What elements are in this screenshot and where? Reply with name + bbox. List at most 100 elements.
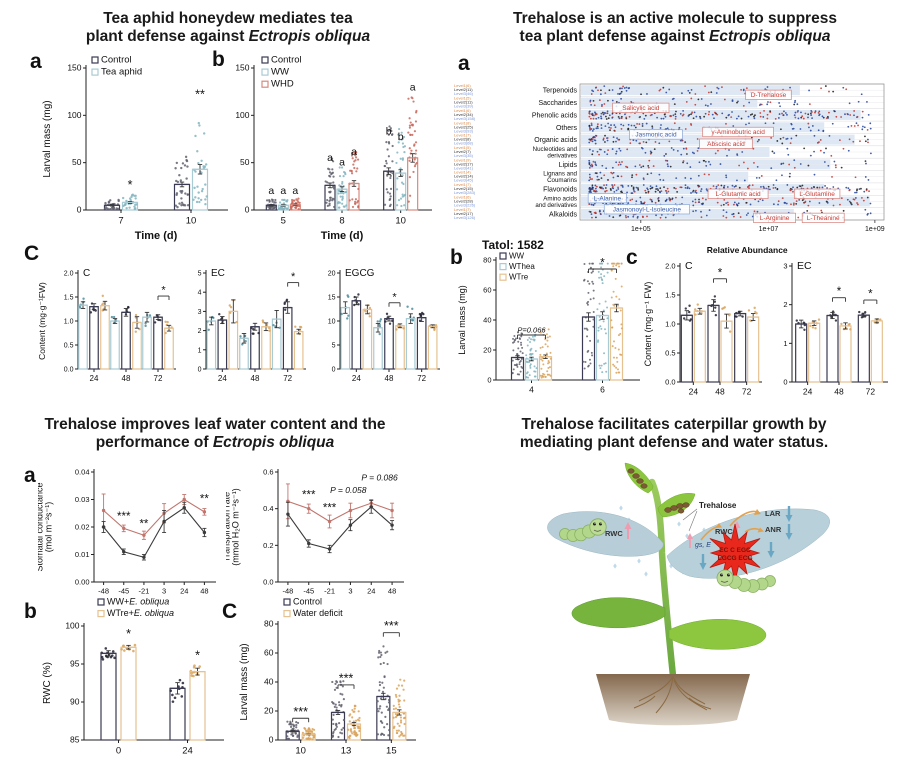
roots: [633, 675, 712, 714]
svg-text:Organic acids: Organic acids: [534, 137, 577, 144]
chart-metabolite-scatter: Terpenoids Level1(6) Level2(11) Level3(46) S…: [452, 64, 896, 261]
tr_c2-svg: 0 1 2 3 EC 24 48 72 * *: [783, 260, 888, 397]
svg-text:a: a: [410, 82, 416, 94]
svg-text:24: 24: [803, 387, 813, 397]
svg-text:***: ***: [384, 619, 399, 633]
chart-catechin-c: 0.0 0.5 1.0 1.5 2.0 Content (mg·g⁻¹FW) C 24 48 72…: [36, 260, 178, 389]
svg-text:*: *: [837, 286, 842, 298]
svg-text:Level3(35): Level3(35): [454, 153, 474, 158]
svg-text:(mol m⁻²s⁻¹): (mol m⁻²s⁻¹): [44, 502, 54, 553]
svg-text:Tea aphid: Tea aphid: [101, 67, 142, 78]
svg-text:P = 0.058: P = 0.058: [330, 485, 367, 495]
svg-text:***: ***: [293, 705, 308, 719]
tl_c2-svg: 0 1 2 3 4 5 EC 24 48 72 *: [198, 268, 306, 383]
svg-text:2: 2: [783, 300, 787, 309]
svg-text:4: 4: [529, 385, 534, 395]
svg-text:0.2: 0.2: [263, 541, 273, 550]
svg-text:1.5: 1.5: [665, 291, 675, 300]
svg-text:Level1(4): Level1(4): [454, 170, 471, 175]
svg-text:b: b: [398, 131, 404, 143]
svg-text:*: *: [600, 258, 605, 270]
svg-text:WTre+E. obliqua: WTre+E. obliqua: [107, 608, 174, 618]
svg-text:Saccharides: Saccharides: [538, 100, 577, 107]
panel-label-tr-c: c: [626, 246, 638, 269]
svg-text:6: 6: [600, 385, 605, 395]
svg-text:WThea: WThea: [509, 262, 535, 271]
svg-text:Level2(17): Level2(17): [454, 211, 474, 216]
trehalose-leader-1: [682, 508, 698, 521]
svg-text:0.02: 0.02: [75, 523, 90, 532]
svg-text:15: 15: [386, 746, 397, 757]
svg-text:WTre: WTre: [509, 273, 529, 282]
svg-text:13: 13: [341, 746, 352, 757]
svg-text:20: 20: [328, 271, 336, 278]
svg-text:Phenolic acids: Phenolic acids: [532, 112, 578, 119]
svg-text:60: 60: [483, 286, 491, 295]
svg-text:1.0: 1.0: [665, 320, 675, 329]
svg-text:4: 4: [198, 290, 202, 297]
svg-text:50: 50: [72, 157, 82, 167]
svg-text:Nucleotides and: Nucleotides and: [533, 146, 578, 153]
svg-text:48: 48: [834, 387, 844, 397]
svg-text:72: 72: [154, 374, 163, 383]
svg-text:2: 2: [198, 328, 202, 335]
svg-text:Level3(39): Level3(39): [454, 104, 474, 109]
svg-text:*: *: [868, 289, 873, 301]
svg-text:48: 48: [122, 374, 131, 383]
svg-text:95: 95: [70, 659, 80, 669]
bl_a2-svg: 0.0 0.2 0.4 0.6 Transpiration rate (mmol H₂O …: [222, 468, 404, 596]
top-leaf-left: [624, 462, 654, 494]
gs-e-up-arrow: [687, 533, 693, 548]
chart-transpiration-rate: 0.0 0.2 0.4 0.6 Transpiration rate (mmol H₂O …: [222, 458, 410, 613]
rwc-left-label: RWC: [605, 529, 623, 538]
lar-label: LAR: [765, 509, 781, 518]
panel-label-bl-a: a: [24, 464, 36, 487]
svg-text:48: 48: [251, 374, 260, 383]
stem: [648, 478, 677, 680]
svg-text:100: 100: [235, 110, 249, 120]
svg-text:*: *: [126, 627, 131, 641]
svg-text:Level3(158): Level3(158): [454, 116, 476, 121]
svg-text:Level3(126): Level3(126): [454, 215, 476, 220]
svg-text:WHD: WHD: [271, 79, 294, 90]
chart-larval-mass-trehalose: 0 20 40 60 80 Larval mass (mg) 4 6 P=0.066 * WW WTh…: [456, 252, 646, 401]
chart-larval-mass-water-deficit: 0 20 40 60 80 Larval mass (mg) 10 13 15 *** *** ***…: [238, 596, 422, 762]
svg-text:P = 0.086: P = 0.086: [361, 472, 398, 482]
svg-text:Terpenoids: Terpenoids: [543, 88, 578, 95]
svg-text:*: *: [195, 648, 200, 662]
rwc-left-up-arrow: [624, 522, 632, 539]
svg-text:Level2(25): Level2(25): [454, 124, 474, 129]
svg-text:Level1(7): Level1(7): [454, 207, 471, 212]
svg-text:WW: WW: [509, 252, 525, 261]
svg-text:Level2(11): Level2(11): [454, 100, 473, 105]
svg-text:a: a: [351, 146, 357, 158]
headline-top-right: Trehalose is an active molecule to suppr…: [460, 10, 890, 46]
svg-text:0.0: 0.0: [665, 378, 675, 387]
svg-text:24: 24: [367, 587, 375, 596]
svg-text:2.0: 2.0: [665, 262, 675, 271]
svg-text:Jasmonoyl-L-Isoleucine: Jasmonoyl-L-Isoleucine: [613, 206, 682, 213]
left-leaf: [547, 511, 664, 557]
svg-text:Level3(93): Level3(93): [454, 128, 474, 133]
svg-text:Time (d): Time (d): [135, 230, 178, 242]
svg-text:1.5: 1.5: [64, 295, 74, 302]
panel-label-bl-c: C: [222, 600, 238, 623]
svg-text:Content (mg·g⁻¹FW): Content (mg·g⁻¹FW): [37, 282, 47, 360]
svg-text:0: 0: [269, 735, 274, 745]
svg-text:24: 24: [689, 387, 699, 397]
svg-text:72: 72: [742, 387, 752, 397]
svg-text:L-Glutamic acid: L-Glutamic acid: [716, 191, 762, 198]
svg-text:Salicylic acid: Salicylic acid: [622, 105, 660, 112]
arrowhead-lar: [754, 509, 761, 515]
svg-text:90: 90: [70, 697, 80, 707]
svg-text:1e+07: 1e+07: [759, 226, 779, 233]
svg-text:100: 100: [65, 621, 79, 631]
svg-text:***: ***: [323, 502, 337, 514]
svg-text:Level3(46): Level3(46): [454, 91, 474, 96]
svg-text:Content (mg·g⁻¹ FW): Content (mg·g⁻¹ FW): [643, 282, 653, 367]
lower-leaf-left: [571, 597, 666, 629]
svg-text:-45: -45: [303, 587, 314, 596]
